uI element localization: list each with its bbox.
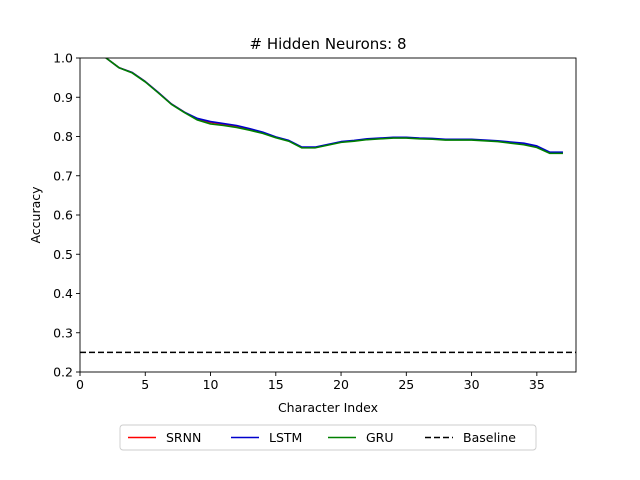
chart-title: # Hidden Neurons: 8 xyxy=(250,35,407,53)
legend-label-gru: GRU xyxy=(366,430,394,445)
y-tick-label: 1.0 xyxy=(53,51,73,66)
y-tick-label: 0.4 xyxy=(53,286,73,301)
y-tick-label: 0.8 xyxy=(53,129,73,144)
y-axis-label: Accuracy xyxy=(28,186,43,244)
y-tick-label: 0.3 xyxy=(53,325,73,340)
series-line-gru xyxy=(104,58,563,155)
y-tick-label: 0.6 xyxy=(53,208,73,223)
x-tick-label: 20 xyxy=(333,377,349,392)
x-tick-label: 0 xyxy=(76,377,84,392)
legend: SRNN LSTM GRU Baseline xyxy=(119,424,537,451)
x-axis: 0 5 10 15 20 25 30 35 xyxy=(76,372,545,392)
x-tick-label: 10 xyxy=(203,377,219,392)
y-axis: 0.2 0.3 0.4 0.5 0.6 0.7 0.8 0.9 1.0 xyxy=(53,51,80,380)
series-layer xyxy=(80,58,576,354)
x-axis-label: Character Index xyxy=(278,400,378,415)
legend-label-baseline: Baseline xyxy=(463,430,516,445)
y-tick-label: 0.5 xyxy=(53,247,73,262)
y-tick-label: 0.7 xyxy=(53,168,73,183)
x-tick-label: 5 xyxy=(141,377,149,392)
y-tick-label: 0.9 xyxy=(53,90,73,105)
legend-label-srnn: SRNN xyxy=(166,430,201,445)
x-tick-label: 15 xyxy=(268,377,284,392)
x-tick-label: 35 xyxy=(529,377,545,392)
plot-area xyxy=(80,58,576,372)
y-tick-label: 0.2 xyxy=(53,365,73,380)
x-tick-label: 25 xyxy=(398,377,414,392)
legend-label-lstm: LSTM xyxy=(269,430,302,445)
x-tick-label: 30 xyxy=(464,377,480,392)
